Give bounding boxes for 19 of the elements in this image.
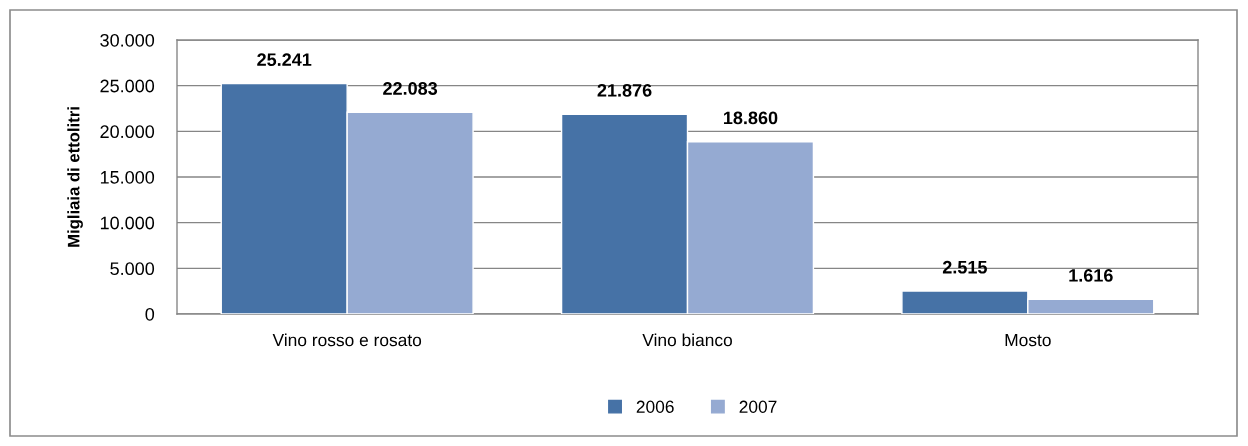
data-label: 25.241 [257,53,312,67]
legend-label: 2006 [636,400,674,413]
x-tick-label: Vino bianco [642,333,732,347]
y-tick-label: 5.000 [110,262,155,276]
data-label: 2.515 [942,260,987,274]
legend-label: 2007 [739,400,777,413]
data-label: 21.876 [597,83,652,97]
y-tick-label: 15.000 [100,170,155,184]
x-tick-label: Vino rosso e rosato [272,333,422,347]
data-label: 1.616 [1069,269,1113,282]
data-label: 18.860 [723,111,778,125]
y-tick-label: 30.000 [100,33,155,47]
y-tick-label: 10.000 [100,216,155,230]
data-label: 22.083 [383,82,438,95]
y-axis-title: Migliaia di ettolitri [67,107,83,247]
y-tick-label: 20.000 [100,125,155,139]
x-tick-label: Mosto [1005,334,1051,347]
y-tick-label: 25.000 [100,79,155,93]
y-tick-label: 0 [145,307,155,321]
